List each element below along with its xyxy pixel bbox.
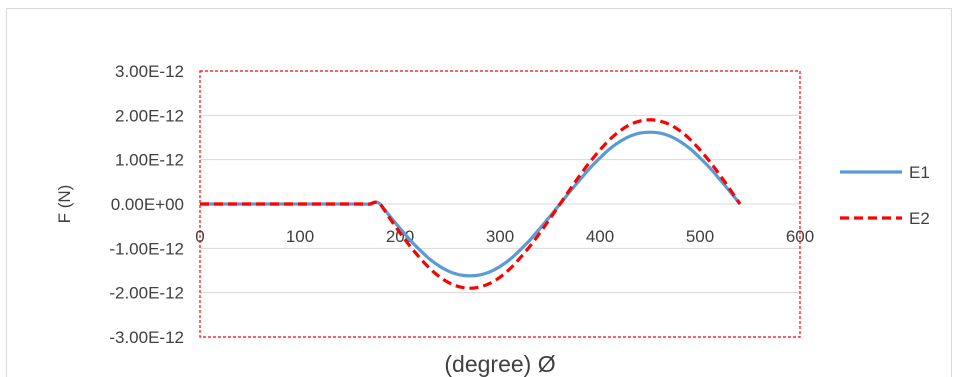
y-tick-label: 3.00E-12 <box>115 62 184 81</box>
x-tick-label: 0 <box>195 227 204 246</box>
x-tick-label: 100 <box>286 227 314 246</box>
x-tick-label: 500 <box>686 227 714 246</box>
x-tick-label: 400 <box>586 227 614 246</box>
legend-label-e1: E1 <box>909 163 930 182</box>
y-tick-label: -2.00E-12 <box>109 284 184 303</box>
y-tick-labels: 3.00E-12 2.00E-12 1.00E-12 0.00E+00 -1.00E-1… <box>109 62 184 347</box>
x-axis-title: (degree) Ø <box>444 351 555 377</box>
x-tick-label: 300 <box>486 227 514 246</box>
y-tick-label: 2.00E-12 <box>115 106 184 125</box>
series-line-e2 <box>200 118 742 290</box>
legend: E1 E2 <box>840 163 930 228</box>
y-tick-label: -1.00E-12 <box>109 239 184 258</box>
y-axis-title: F (N) <box>55 185 74 224</box>
y-tick-label: 0.00E+00 <box>111 195 184 214</box>
x-tick-labels: 0 100 200 300 400 500 600 <box>195 227 814 246</box>
plot-area-border <box>199 70 801 338</box>
chart-area <box>6 8 952 377</box>
x-tick-label: 600 <box>786 227 814 246</box>
legend-label-e2: E2 <box>909 209 930 228</box>
y-tick-label: 1.00E-12 <box>115 151 184 170</box>
y-tick-label: -3.00E-12 <box>109 328 184 347</box>
series-lines <box>200 118 742 290</box>
